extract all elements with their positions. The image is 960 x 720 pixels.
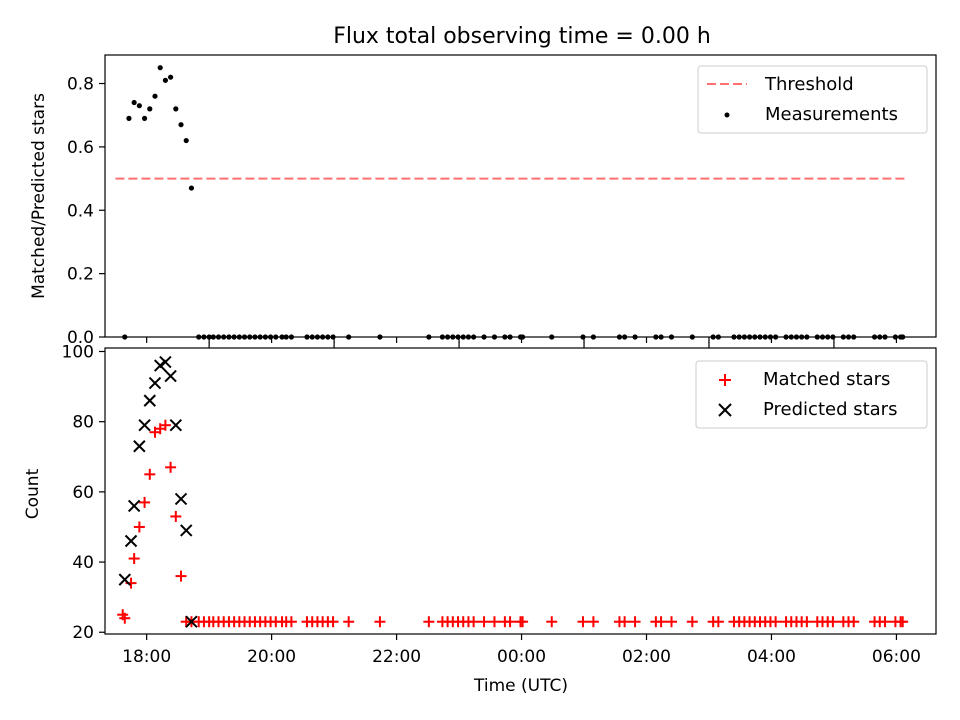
- predicted-legend-swatch: [718, 403, 732, 417]
- predicted-star-marker: [138, 418, 151, 432]
- matched-star-marker: [374, 616, 386, 628]
- x-tick-label: 20:00: [247, 647, 296, 667]
- matched-star-marker: [619, 616, 631, 628]
- predicted-star-marker: [133, 440, 146, 453]
- matched-star-marker: [165, 461, 177, 473]
- measurement-point: [188, 185, 195, 191]
- matched-star-marker: [139, 496, 151, 508]
- matched-star-marker: [175, 570, 187, 582]
- measurement-point: [136, 103, 142, 109]
- matched-star-marker: [144, 468, 156, 480]
- matched-star-marker: [128, 553, 140, 565]
- measurement-point: [183, 137, 189, 144]
- measurement-point: [178, 122, 184, 128]
- matched-legend-swatch: [719, 374, 731, 386]
- matched-star-marker: [517, 616, 529, 628]
- matched-star-marker: [159, 419, 171, 431]
- bottom-y-tick-label: 40: [72, 553, 94, 573]
- matched-star-marker: [848, 616, 860, 628]
- top-y-tick-label: 0.8: [67, 75, 94, 95]
- predicted-star-marker: [185, 615, 198, 628]
- chart-title: Flux total observing time = 0.00 h: [333, 24, 711, 49]
- matched-star-marker: [897, 616, 909, 628]
- top-legend: Threshold Measurements: [697, 65, 928, 134]
- measurement-point: [147, 106, 153, 112]
- top-axes-frame: [104, 54, 937, 338]
- x-tick-label: 04:00: [747, 647, 796, 667]
- measurements-legend-label: Measurements: [765, 104, 898, 125]
- top-y-tick-label: 0.6: [67, 138, 94, 158]
- predicted-star-marker: [118, 573, 131, 586]
- matched-star-marker: [343, 616, 355, 628]
- matched-star-marker: [801, 616, 813, 628]
- bottom-y-axis-label: Count: [23, 468, 43, 519]
- matched-star-marker: [665, 616, 677, 628]
- top-y-axis-label: Matched/Predicted stars: [29, 93, 49, 299]
- matched-star-marker: [504, 616, 516, 628]
- top-y-tick-label: 0.0: [67, 328, 94, 348]
- bottom-legend-box: [695, 360, 928, 429]
- matched-star-marker: [468, 616, 480, 628]
- predicted-star-marker: [148, 376, 162, 390]
- measurements-legend-swatch: [724, 112, 730, 118]
- predicted-star-marker: [174, 492, 188, 506]
- bottom-axes-frame: [104, 347, 937, 635]
- predicted-star-marker: [124, 534, 138, 548]
- matched-star-marker: [133, 521, 145, 533]
- matched-star-marker: [119, 612, 131, 624]
- x-tick-label: 00:00: [497, 647, 546, 667]
- x-tick-label: 06:00: [872, 647, 921, 667]
- measurement-point: [126, 115, 132, 121]
- top-panel: 0.00.20.40.60.8 Matched/Predicted stars …: [29, 54, 937, 348]
- measurement-point: [162, 77, 168, 83]
- measurement-point: [141, 115, 148, 121]
- matched-star-marker: [879, 616, 891, 628]
- predicted-star-marker: [169, 418, 183, 432]
- bottom-y-tick-label: 60: [72, 483, 94, 503]
- x-axis-label: Time (UTC): [473, 676, 568, 696]
- matched-star-marker: [170, 510, 182, 522]
- matched-legend-label: Matched stars: [763, 369, 890, 390]
- predicted-star-marker: [180, 524, 193, 537]
- matched-star-marker: [686, 616, 698, 628]
- x-tick-label: 22:00: [372, 647, 421, 667]
- bottom-y-tick-label: 80: [72, 413, 94, 433]
- x-tick-label: 18:00: [122, 647, 171, 667]
- predicted-legend-label: Predicted stars: [763, 399, 897, 420]
- matched-star-marker: [285, 616, 297, 628]
- matched-star-marker: [488, 616, 500, 628]
- matched-star-marker: [478, 616, 490, 628]
- measurement-point: [131, 99, 137, 106]
- top-y-tick-label: 0.2: [67, 265, 94, 285]
- predicted-star-marker: [164, 369, 177, 383]
- matched-star-marker: [712, 616, 724, 628]
- threshold-legend-label: Threshold: [764, 74, 854, 95]
- matched-star-marker: [629, 616, 641, 628]
- matched-star-marker: [577, 616, 589, 628]
- measurement-point: [152, 93, 158, 99]
- matched-star-marker: [770, 616, 782, 628]
- predicted-star-marker: [159, 355, 172, 369]
- matched-star-marker: [587, 616, 599, 628]
- x-tick-label: 02:00: [622, 647, 671, 667]
- top-legend-box: [697, 65, 928, 134]
- matched-star-marker: [546, 616, 558, 628]
- measurement-point: [157, 65, 163, 71]
- bottom-y-tick-label: 100: [62, 343, 94, 363]
- matched-star-marker: [423, 616, 435, 628]
- top-y-tick-label: 0.4: [67, 201, 94, 221]
- matched-star-marker: [655, 616, 667, 628]
- measurement-point: [168, 74, 174, 80]
- bottom-panel: 20 40 60 80 100 18:00 20:00 22:00 00:00 02:00 04:…: [23, 342, 937, 696]
- matched-star-marker: [827, 616, 839, 628]
- measurement-point: [173, 106, 179, 112]
- predicted-star-marker: [143, 394, 156, 407]
- matched-star-marker: [327, 616, 339, 628]
- bottom-y-tick-label: 20: [72, 623, 94, 643]
- predicted-star-marker: [127, 499, 141, 513]
- bottom-legend: Matched stars Predicted stars: [695, 360, 928, 429]
